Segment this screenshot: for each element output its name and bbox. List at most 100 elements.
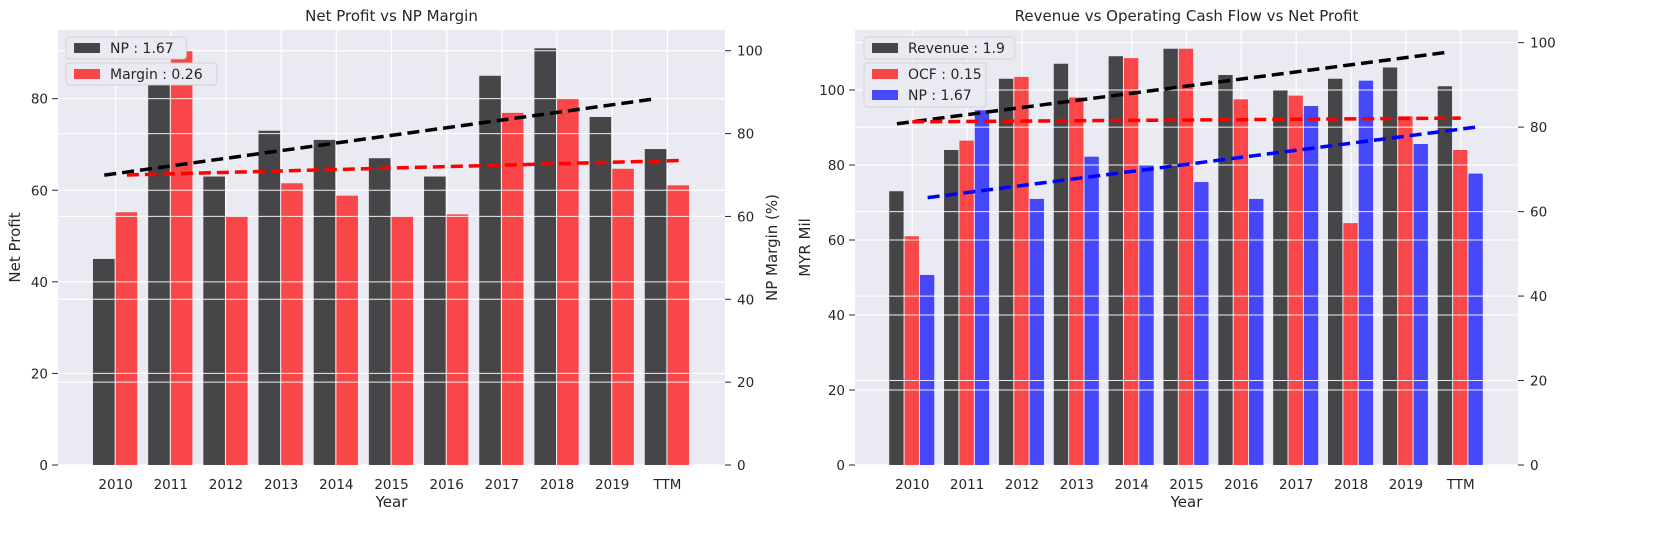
legend-box: NP : 1.67	[65, 36, 187, 60]
bar	[148, 80, 170, 466]
bar	[1108, 56, 1123, 465]
y2-tick-label: 20	[1530, 374, 1547, 390]
bar	[974, 110, 990, 465]
y2-axis-label: NP Margin (%)	[763, 194, 781, 301]
legend-swatch	[872, 69, 898, 79]
legend-swatch	[74, 43, 100, 53]
bar	[479, 75, 501, 465]
bar	[1303, 106, 1319, 466]
x-tick-label: 2013	[264, 477, 298, 493]
x-axis-label: Year	[1170, 493, 1204, 511]
x-tick-label: 2014	[319, 477, 353, 493]
bar	[1382, 67, 1398, 465]
bar	[904, 236, 919, 465]
legend-swatch	[872, 90, 898, 100]
x-tick-label: 2019	[595, 477, 629, 493]
x-tick-label: 2015	[374, 477, 408, 493]
bar	[1053, 63, 1069, 465]
legend-box: Revenue : 1.9	[863, 36, 1016, 60]
bar	[336, 195, 358, 465]
legend-label: NP : 1.67	[908, 88, 972, 104]
bar	[1288, 95, 1303, 465]
bar	[589, 117, 612, 465]
bar	[170, 50, 193, 465]
y-tick-label: 40	[828, 308, 845, 324]
bar	[446, 214, 469, 465]
legend-frame	[65, 36, 187, 60]
y2-tick-label: 40	[1530, 289, 1547, 305]
x-tick-label: 2016	[429, 477, 463, 493]
bar	[368, 158, 391, 466]
x-tick-label: 2012	[209, 477, 243, 493]
trend-line	[896, 50, 1446, 126]
y-tick-label: 20	[31, 366, 48, 382]
trend-line	[104, 96, 657, 177]
bar	[1413, 144, 1428, 466]
x-tick-label: 2011	[154, 477, 188, 493]
bar	[225, 216, 248, 465]
bar	[667, 185, 690, 465]
bar	[1437, 86, 1453, 465]
legend-frame	[65, 62, 218, 86]
x-tick-label: 2019	[1389, 477, 1423, 493]
legend-label: OCF : 0.15	[908, 67, 982, 83]
bar	[1453, 150, 1468, 465]
x-tick-label: 2011	[950, 477, 984, 493]
x-tick-label: 2017	[485, 477, 519, 493]
x-tick-label: 2012	[1005, 477, 1039, 493]
bar	[313, 139, 336, 466]
bar	[1343, 223, 1358, 465]
chart-1: 0 20 40 60 80 0 20 40 60 80 100 2010 2011 2012 2013 201…	[6, 7, 781, 511]
chart-title: Net Profit vs NP Margin	[305, 7, 478, 25]
x-axis-label: Year	[375, 493, 409, 511]
x-tick-label: TTM	[1446, 477, 1475, 493]
legend-label: NP : 1.67	[110, 41, 174, 57]
bar	[1249, 198, 1264, 465]
x-tick-label: 2015	[1169, 477, 1203, 493]
y-tick-label: 80	[31, 92, 48, 108]
y-axis-label: MYR Mil	[796, 218, 814, 277]
bar	[424, 176, 446, 466]
y-axis-label: Net Profit	[6, 212, 24, 282]
bar	[1029, 198, 1044, 465]
y2-tick-label: 80	[1530, 120, 1547, 136]
bar	[1398, 116, 1413, 465]
bar	[1163, 48, 1178, 465]
x-tick-label: 2010	[895, 477, 929, 493]
legend-label: Revenue : 1.9	[908, 41, 1005, 57]
bar	[998, 78, 1014, 465]
x-tick-label: 2010	[98, 477, 132, 493]
bar	[1358, 80, 1374, 465]
bar	[258, 130, 281, 465]
bar	[959, 140, 974, 465]
x-tick-label: TTM	[652, 477, 681, 493]
y-tick-label: 60	[31, 183, 48, 199]
bar	[644, 149, 667, 466]
bar	[1233, 99, 1249, 465]
x-tick-label: 2016	[1224, 477, 1258, 493]
x-tick-label: 2018	[540, 477, 574, 493]
y-tick-label: 100	[819, 83, 845, 99]
bar	[919, 274, 935, 465]
y-tick-label: 40	[31, 275, 48, 291]
bar	[92, 258, 115, 465]
y2-tick-label: 80	[737, 127, 754, 143]
x-tick-label: 2017	[1279, 477, 1313, 493]
bar	[1273, 90, 1288, 465]
legend-label: Margin : 0.26	[110, 67, 203, 83]
y2-tick-label: 20	[737, 375, 754, 391]
bar	[1123, 58, 1139, 465]
y-tick-label: 0	[39, 458, 48, 474]
y2-tick-label: 60	[1530, 205, 1547, 221]
bar	[115, 212, 138, 465]
legend-box: Margin : 0.26	[65, 62, 218, 86]
y-tick-label: 0	[836, 458, 845, 474]
charts-root: 0 20 40 60 80 0 20 40 60 80 100 2010 2011 2012 2013 201…	[6, 7, 1556, 511]
bar	[501, 112, 524, 465]
bar	[1014, 76, 1029, 465]
chart-2: 0 20 40 60 80 100 0 20 40 60 80 100 2010 2011 2012 2013…	[796, 7, 1556, 511]
legend-swatch	[872, 43, 898, 53]
y-tick-label: 80	[828, 158, 845, 174]
bar	[1194, 182, 1209, 466]
